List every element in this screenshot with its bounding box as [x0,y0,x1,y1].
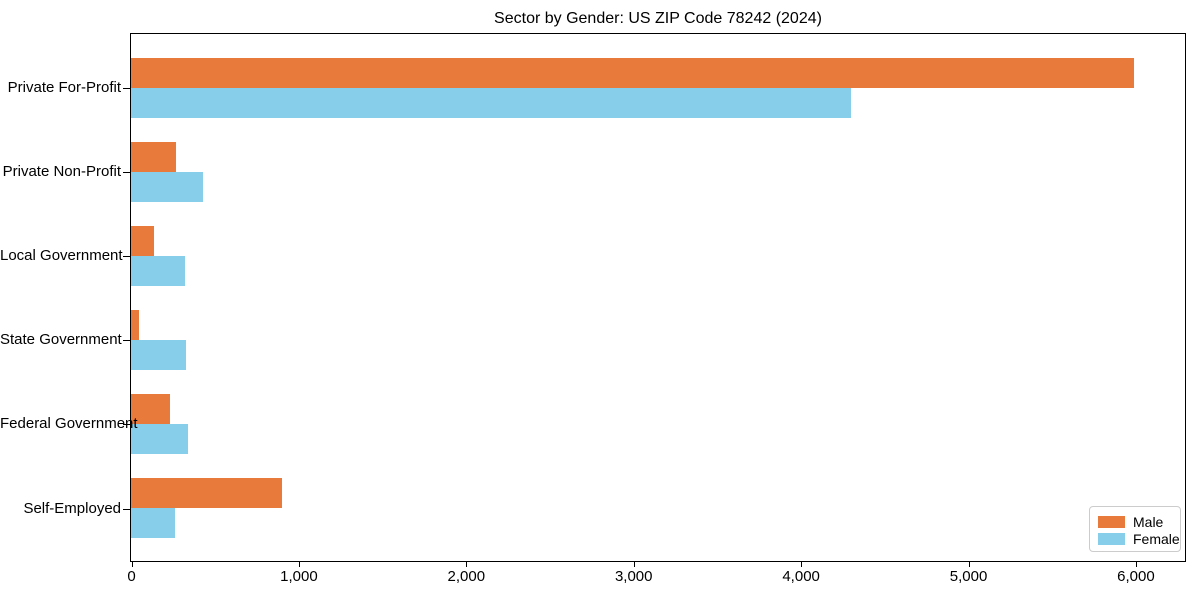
y-axis-tick-mark [123,172,130,174]
legend-label-male: Male [1133,513,1164,530]
legend-item-male: Male [1098,514,1172,530]
chart-title: Sector by Gender: US ZIP Code 78242 (202… [494,10,822,27]
legend-swatch-male [1098,515,1125,528]
x-axis-tick-label: 5,000 [949,568,988,585]
x-axis-tick-label: 4,000 [782,568,820,585]
y-axis-category-label: Local Government [0,247,123,265]
x-axis-tick-label: 6,000 [1117,568,1155,585]
legend-label-female: Female [1133,530,1180,547]
y-axis-category-label: Private For-Profit [7,79,121,96]
bar-female-2 [131,255,185,286]
y-axis-category-label: Self-Employed [23,499,121,517]
plot-area [130,33,1186,562]
y-axis-category-label: Federal Government [0,415,138,433]
x-axis-tick-mark [466,562,468,567]
x-axis-tick-mark [1135,562,1137,567]
legend: Male Female [1089,506,1181,552]
y-axis-tick-mark [123,508,130,510]
bar-male-2 [131,225,155,256]
y-axis-category-label: State Government [0,331,122,349]
y-axis-category-label: Private Non-Profit [2,163,121,181]
y-axis-tick-mark [123,256,130,258]
bar-male-4 [131,393,170,424]
legend-swatch-female [1098,532,1125,545]
y-axis-tick-mark [123,424,130,426]
x-axis-tick-label: 2,000 [447,568,486,585]
y-axis-tick-mark [123,88,130,89]
x-axis-tick-label: 3,000 [614,568,653,585]
x-axis-tick-mark [633,562,635,567]
bar-female-0 [131,87,851,118]
legend-item-female: Female [1098,531,1180,547]
y-axis-tick-mark [123,340,130,342]
bar-male-5 [131,478,282,508]
x-axis-tick-mark [968,562,970,567]
x-axis-tick-mark [298,562,300,567]
bar-male-1 [131,141,177,172]
bar-female-5 [131,508,175,538]
x-axis-tick-mark [131,562,133,567]
bar-female-3 [131,339,187,370]
bar-male-3 [131,309,140,340]
x-axis-tick-mark [801,562,803,567]
x-axis-tick-label: 1,000 [280,568,318,585]
bar-female-4 [131,423,188,454]
x-axis-tick-label: 0 [127,568,136,585]
bar-male-0 [131,57,1134,88]
bar-female-1 [131,171,203,202]
